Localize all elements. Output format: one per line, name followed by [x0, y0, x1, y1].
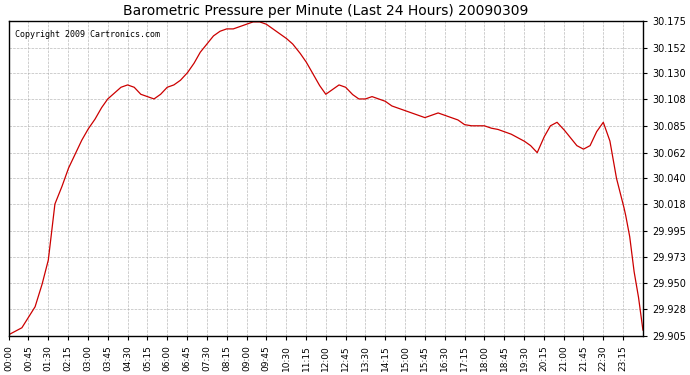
Text: Copyright 2009 Cartronics.com: Copyright 2009 Cartronics.com: [15, 30, 160, 39]
Title: Barometric Pressure per Minute (Last 24 Hours) 20090309: Barometric Pressure per Minute (Last 24 …: [123, 4, 529, 18]
